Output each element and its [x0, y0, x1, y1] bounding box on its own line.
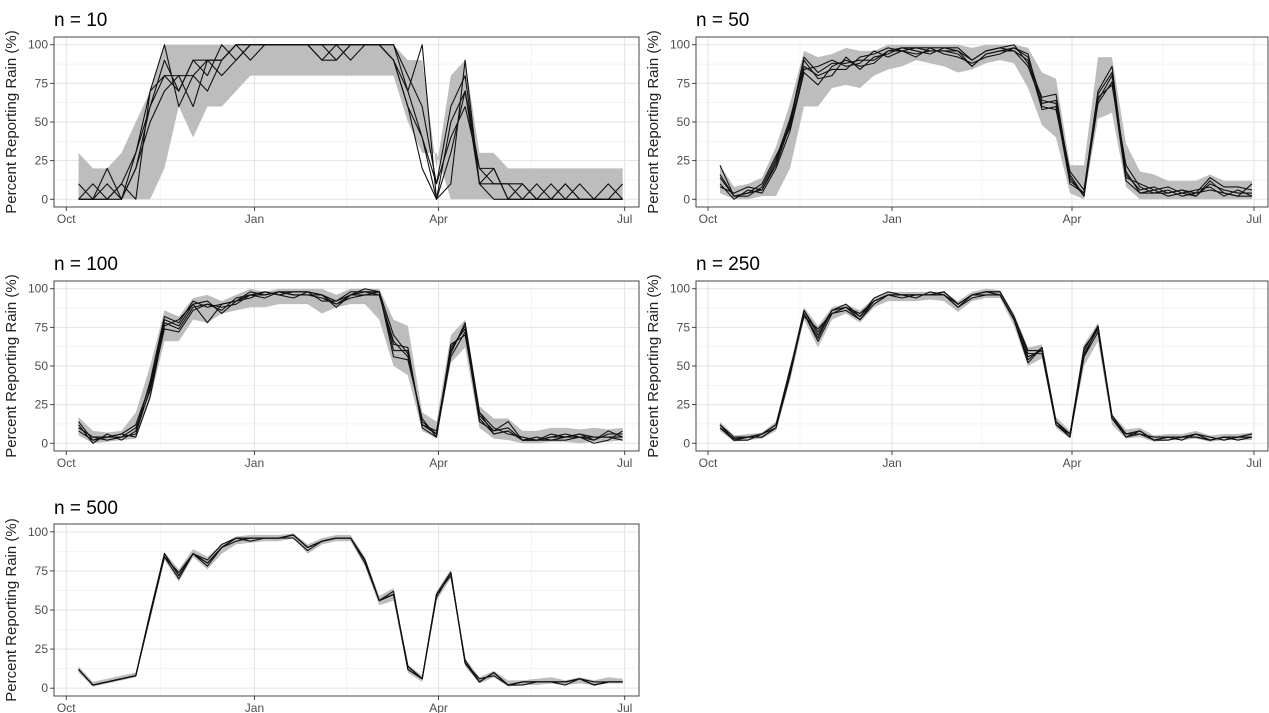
y-tick-label: 100: [670, 282, 690, 296]
x-tick-label: Oct: [57, 456, 76, 470]
y-tick-label: 25: [35, 642, 49, 656]
series-line-4: [719, 47, 1253, 197]
series-line-5: [78, 44, 623, 200]
panel-3: n = 100 Percent Reporting Rain (%) 0 25 50 75…: [3, 254, 640, 470]
y-tick-label: 0: [41, 192, 48, 206]
y-tick-label: 50: [677, 359, 691, 373]
x-tick-label: Oct: [699, 212, 718, 226]
y-tick-label: 25: [677, 154, 691, 168]
y-tick-label: 25: [35, 398, 49, 412]
y-tick-label: 0: [41, 681, 48, 695]
x-tick-label: Apr: [1063, 212, 1082, 226]
panel-title: n = 10: [54, 10, 107, 31]
x-tick-label: Jan: [882, 456, 901, 470]
y-tick-label: 25: [677, 398, 691, 412]
y-tick-label: 50: [35, 115, 49, 129]
panel-2: n = 50 Percent Reporting Rain (%) 0 25 50 75 1…: [645, 10, 1269, 226]
panel-4: n = 250 Percent Reporting Rain (%) 0 25 50 75…: [645, 254, 1269, 470]
x-tick-label: Apr: [429, 212, 448, 226]
y-axis-label: Percent Reporting Rain (%): [3, 274, 20, 457]
x-tick-label: Oct: [57, 212, 76, 226]
series-line-5: [719, 47, 1253, 197]
y-tick-label: 75: [677, 76, 691, 90]
y-axis-label: Percent Reporting Rain (%): [3, 518, 20, 701]
y-axis-label: Percent Reporting Rain (%): [645, 30, 662, 213]
x-tick-label: Oct: [57, 701, 76, 713]
series-line-3: [719, 47, 1253, 197]
y-tick-label: 50: [35, 603, 49, 617]
y-tick-label: 0: [683, 192, 690, 206]
series-line-5: [78, 288, 623, 441]
y-tick-label: 100: [28, 525, 48, 539]
y-tick-label: 25: [35, 154, 49, 168]
x-tick-label: Jul: [617, 701, 632, 713]
y-tick-label: 0: [41, 436, 48, 450]
range-band: [720, 44, 1252, 200]
y-tick-label: 100: [28, 38, 48, 52]
x-tick-label: Jan: [882, 212, 901, 226]
y-tick-label: 100: [28, 282, 48, 296]
x-tick-label: Jan: [245, 212, 264, 226]
panel-title: n = 250: [696, 254, 760, 275]
x-tick-label: Jul: [617, 212, 632, 226]
x-tick-label: Apr: [1063, 456, 1082, 470]
panel-1: n = 10 Percent Reporting Rain (%) 0 25 50 75 1…: [3, 10, 640, 226]
y-axis-label: Percent Reporting Rain (%): [3, 30, 20, 213]
x-tick-label: Jul: [1246, 212, 1261, 226]
y-tick-label: 0: [683, 436, 690, 450]
x-tick-label: Apr: [429, 701, 448, 713]
y-tick-label: 75: [35, 76, 49, 90]
panel-title: n = 100: [54, 254, 118, 275]
panel-title: n = 50: [696, 10, 749, 31]
y-tick-label: 100: [670, 38, 690, 52]
x-tick-label: Apr: [429, 456, 448, 470]
series-line-3: [78, 291, 623, 444]
series-line-5: [78, 534, 623, 686]
x-tick-label: Jan: [245, 456, 264, 470]
series-line-2: [78, 291, 623, 441]
x-tick-label: Oct: [699, 456, 718, 470]
y-axis-label: Percent Reporting Rain (%): [645, 274, 662, 457]
range-band: [78, 288, 623, 444]
x-tick-label: Jul: [617, 456, 632, 470]
y-tick-label: 50: [35, 359, 49, 373]
series-line-5: [719, 291, 1252, 441]
y-tick-label: 75: [35, 564, 49, 578]
range-band: [78, 44, 623, 200]
y-tick-label: 50: [677, 115, 691, 129]
x-tick-label: Jan: [245, 701, 264, 713]
y-tick-label: 75: [677, 320, 691, 334]
panel-title: n = 500: [54, 498, 118, 519]
x-tick-label: Jul: [1246, 456, 1261, 470]
panel-5: n = 500 Percent Reporting Rain (%) 0 25 50 75…: [3, 498, 640, 713]
y-tick-label: 75: [35, 320, 49, 334]
